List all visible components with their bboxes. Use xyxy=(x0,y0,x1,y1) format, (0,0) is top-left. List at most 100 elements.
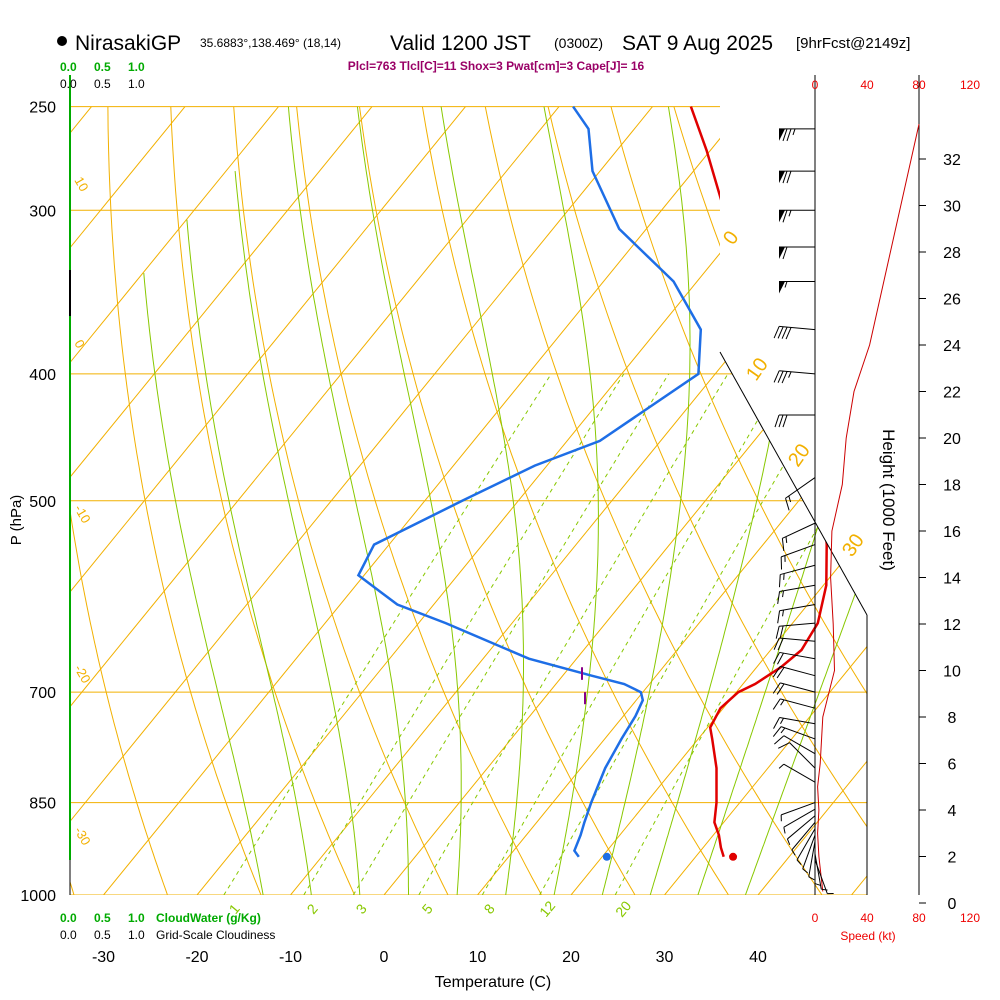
wind-barb-staff xyxy=(780,564,816,576)
wind-barb-full xyxy=(777,326,784,339)
wind-barb-half xyxy=(788,210,792,217)
pressure-tick-label: 250 xyxy=(29,100,56,117)
moist-adiabat-line xyxy=(594,106,691,895)
wind-speed-panel xyxy=(817,123,920,892)
dry-adiabat-label: 20 xyxy=(784,440,815,471)
wind-barb-full xyxy=(782,246,788,260)
station-name: NirasakiGP xyxy=(75,32,181,55)
wind-barb-full xyxy=(782,128,788,142)
wind-barb xyxy=(772,682,816,695)
cloud-black-bottom-0: 0.0 xyxy=(60,928,77,942)
mixing-ratio-line xyxy=(418,373,729,895)
height-tick-label: 18 xyxy=(943,478,961,495)
speed-bottom-2: 80 xyxy=(912,911,926,925)
diagonal-boundary-line xyxy=(719,351,868,616)
wind-barb-staff xyxy=(779,604,816,612)
wind-barb-full xyxy=(778,414,784,428)
wind-barb-staff xyxy=(783,763,816,783)
wind-barb-half xyxy=(821,888,828,891)
temperature-tick-label: -20 xyxy=(185,949,208,966)
wind-barb-staff xyxy=(782,522,816,539)
height-axis-title: Height (1000 Feet) xyxy=(879,429,898,571)
height-tick-label: 26 xyxy=(943,292,961,309)
temperature-tick-label: 20 xyxy=(562,949,580,966)
wind-barb-staff xyxy=(779,717,816,725)
mixing-ratio-line xyxy=(539,373,838,895)
wind-barb-full xyxy=(786,128,792,142)
wind-barb-full xyxy=(777,652,784,665)
isotherm-line xyxy=(70,106,186,895)
wind-barb-staff xyxy=(779,622,816,627)
isotherm-line xyxy=(70,106,373,895)
wind-barb-full xyxy=(772,698,781,710)
height-tick-label: 20 xyxy=(943,431,961,448)
isotherm-line xyxy=(664,106,867,895)
height-tick-label: 12 xyxy=(943,617,961,634)
temperature-tick-label: -30 xyxy=(92,949,115,966)
speed-bottom-1: 40 xyxy=(860,911,874,925)
wind-barb-staff xyxy=(791,821,816,851)
dry-adiabat-line xyxy=(926,107,1000,895)
height-tick-label: 14 xyxy=(943,571,961,588)
wind-barb-full xyxy=(772,682,781,694)
pressure-tick-label: 300 xyxy=(29,203,56,220)
wind-barb-full xyxy=(781,371,788,384)
wind-barb xyxy=(779,280,815,294)
speed-top-3: 120 xyxy=(960,78,980,92)
wind-barb xyxy=(777,604,816,624)
wind-barb-half xyxy=(814,883,822,887)
wind-barb xyxy=(773,325,816,340)
height-tick-label: 2 xyxy=(948,850,957,867)
speed-bottom-0: 0 xyxy=(812,911,819,925)
dry-adiabat-line xyxy=(70,106,168,895)
wind-barb xyxy=(772,665,816,679)
wind-barb-full xyxy=(785,498,790,511)
mixing-ratio-label: 12 xyxy=(536,898,558,920)
height-tick-label: 22 xyxy=(943,385,961,402)
mixing-ratio-line xyxy=(614,373,867,895)
wind-barb-half xyxy=(791,849,796,856)
wind-barb xyxy=(786,815,816,846)
isotherm-line xyxy=(757,106,867,895)
moist-adiabat-line xyxy=(734,106,867,895)
height-tick-label: 28 xyxy=(943,245,961,262)
wind-barb-full xyxy=(776,667,785,679)
wind-barb-staff xyxy=(779,325,816,331)
wind-barb-full xyxy=(781,326,788,339)
valid-date: SAT 9 Aug 2025 xyxy=(622,32,773,55)
wind-barb-half xyxy=(784,281,788,288)
dry-adiabat-line xyxy=(799,106,867,895)
wind-barb-full xyxy=(779,625,784,639)
wind-barb-full xyxy=(773,637,780,650)
dry-adiabat-label: -10 xyxy=(71,502,93,526)
wind-barb-half xyxy=(778,763,785,769)
x-axis-title: Temperature (C) xyxy=(435,974,551,991)
height-tick-label: 6 xyxy=(948,757,957,774)
wind-barb-full xyxy=(773,717,780,729)
cloud-green-top-0: 0.0 xyxy=(60,60,77,74)
dry-adiabat-line xyxy=(359,106,636,895)
wind-barb-staff xyxy=(783,735,816,755)
dry-adiabat-label: -30 xyxy=(71,824,93,848)
dry-adiabat-label: 10 xyxy=(742,354,773,385)
wind-barb-staff xyxy=(796,828,816,861)
wind-barb-staff xyxy=(787,815,816,840)
valid-utc: (0300Z) xyxy=(554,35,603,51)
wind-barb-full xyxy=(772,726,782,737)
wind-barb xyxy=(781,522,816,551)
wind-barb-full xyxy=(773,370,780,383)
height-tick-label: 8 xyxy=(948,710,957,727)
wind-barb xyxy=(780,544,816,570)
temperature-tick-label: -10 xyxy=(279,949,302,966)
wind-barb-full xyxy=(773,652,780,664)
cloud-black-bottom-1: 0.5 xyxy=(94,928,111,942)
cloud-green-top-1: 0.5 xyxy=(94,60,111,74)
moist-adiabat-line xyxy=(440,106,524,895)
mixing-ratio-label: 20 xyxy=(612,898,634,920)
wind-barb-full xyxy=(774,414,780,428)
wind-barb-staff xyxy=(808,841,816,877)
valid-time: Valid 1200 JST xyxy=(390,32,531,55)
wind-speed-line xyxy=(817,123,920,892)
dry-adiabat-line xyxy=(233,106,449,895)
speed-top-1: 40 xyxy=(860,78,874,92)
